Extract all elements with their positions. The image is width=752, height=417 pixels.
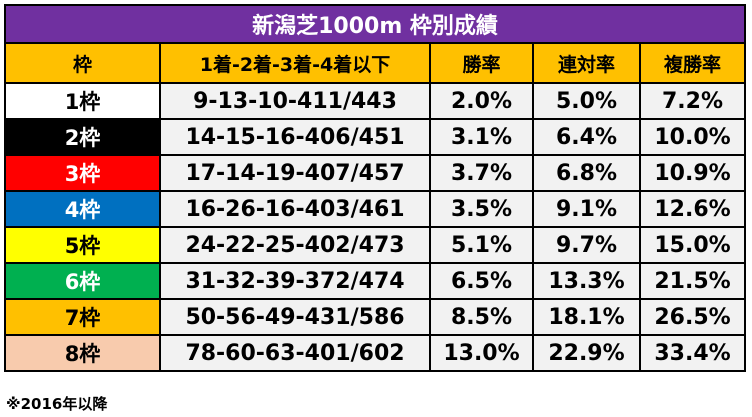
footnote: ※2016年以降	[6, 395, 108, 413]
table-row: 4枠 16-26-16-403/461 3.5% 9.1% 12.6%	[4, 190, 747, 228]
win-rate-cell: 3.5%	[429, 190, 534, 228]
win-rate-cell: 5.1%	[429, 226, 534, 264]
rentai-rate-cell: 9.7%	[532, 226, 641, 264]
fukusho-rate-cell: 7.2%	[638, 82, 747, 120]
table-row: 7枠 50-56-49-431/586 8.5% 18.1% 26.5%	[4, 298, 747, 336]
fukusho-rate-cell: 21.5%	[638, 262, 747, 300]
record-cell: 31-32-39-372/474	[159, 262, 431, 300]
table-title: 新潟芝1000m 枠別成績	[3, 4, 747, 44]
table-body: 新潟芝1000m 枠別成績 枠 1着-2着-3着-4着以下 勝率 連対率 複勝率…	[3, 4, 747, 372]
waku-cell: 8枠	[4, 334, 161, 372]
waku-cell: 1枠	[4, 82, 161, 120]
table-row: 5枠 24-22-25-402/473 5.1% 9.7% 15.0%	[4, 226, 747, 264]
waku-cell: 5枠	[4, 226, 161, 264]
fukusho-rate-cell: 33.4%	[638, 334, 747, 372]
fukusho-rate-cell: 15.0%	[638, 226, 747, 264]
header-fukusho-rate: 複勝率	[638, 42, 747, 84]
rentai-rate-cell: 6.8%	[532, 154, 641, 192]
waku-cell: 2枠	[4, 118, 161, 156]
win-rate-cell: 6.5%	[429, 262, 534, 300]
header-rentai-rate: 連対率	[532, 42, 641, 84]
results-table: 新潟芝1000m 枠別成績 枠 1着-2着-3着-4着以下 勝率 連対率 複勝率…	[3, 4, 747, 372]
fukusho-rate-cell: 10.9%	[638, 154, 747, 192]
win-rate-cell: 8.5%	[429, 298, 534, 336]
table-row: 8枠 78-60-63-401/602 13.0% 22.9% 33.4%	[4, 334, 747, 372]
header-waku: 枠	[4, 42, 161, 84]
rentai-rate-cell: 5.0%	[532, 82, 641, 120]
rentai-rate-cell: 6.4%	[532, 118, 641, 156]
header-record: 1着-2着-3着-4着以下	[159, 42, 431, 84]
fukusho-rate-cell: 26.5%	[638, 298, 747, 336]
win-rate-cell: 3.1%	[429, 118, 534, 156]
record-cell: 50-56-49-431/586	[159, 298, 431, 336]
table-row: 1枠 9-13-10-411/443 2.0% 5.0% 7.2%	[4, 82, 747, 120]
record-cell: 78-60-63-401/602	[159, 334, 431, 372]
record-cell: 24-22-25-402/473	[159, 226, 431, 264]
title-row: 新潟芝1000m 枠別成績	[3, 4, 747, 44]
rentai-rate-cell: 13.3%	[532, 262, 641, 300]
rentai-rate-cell: 22.9%	[532, 334, 641, 372]
fukusho-rate-cell: 10.0%	[638, 118, 747, 156]
header-row: 枠 1着-2着-3着-4着以下 勝率 連対率 複勝率	[4, 42, 747, 84]
win-rate-cell: 3.7%	[429, 154, 534, 192]
record-cell: 16-26-16-403/461	[159, 190, 431, 228]
waku-cell: 6枠	[4, 262, 161, 300]
fukusho-rate-cell: 12.6%	[638, 190, 747, 228]
win-rate-cell: 13.0%	[429, 334, 534, 372]
rentai-rate-cell: 9.1%	[532, 190, 641, 228]
record-cell: 14-15-16-406/451	[159, 118, 431, 156]
table-row: 6枠 31-32-39-372/474 6.5% 13.3% 21.5%	[4, 262, 747, 300]
waku-cell: 4枠	[4, 190, 161, 228]
rentai-rate-cell: 18.1%	[532, 298, 641, 336]
waku-cell: 3枠	[4, 154, 161, 192]
waku-cell: 7枠	[4, 298, 161, 336]
record-cell: 9-13-10-411/443	[159, 82, 431, 120]
table-row: 2枠 14-15-16-406/451 3.1% 6.4% 10.0%	[4, 118, 747, 156]
table-row: 3枠 17-14-19-407/457 3.7% 6.8% 10.9%	[4, 154, 747, 192]
header-win-rate: 勝率	[429, 42, 534, 84]
win-rate-cell: 2.0%	[429, 82, 534, 120]
record-cell: 17-14-19-407/457	[159, 154, 431, 192]
